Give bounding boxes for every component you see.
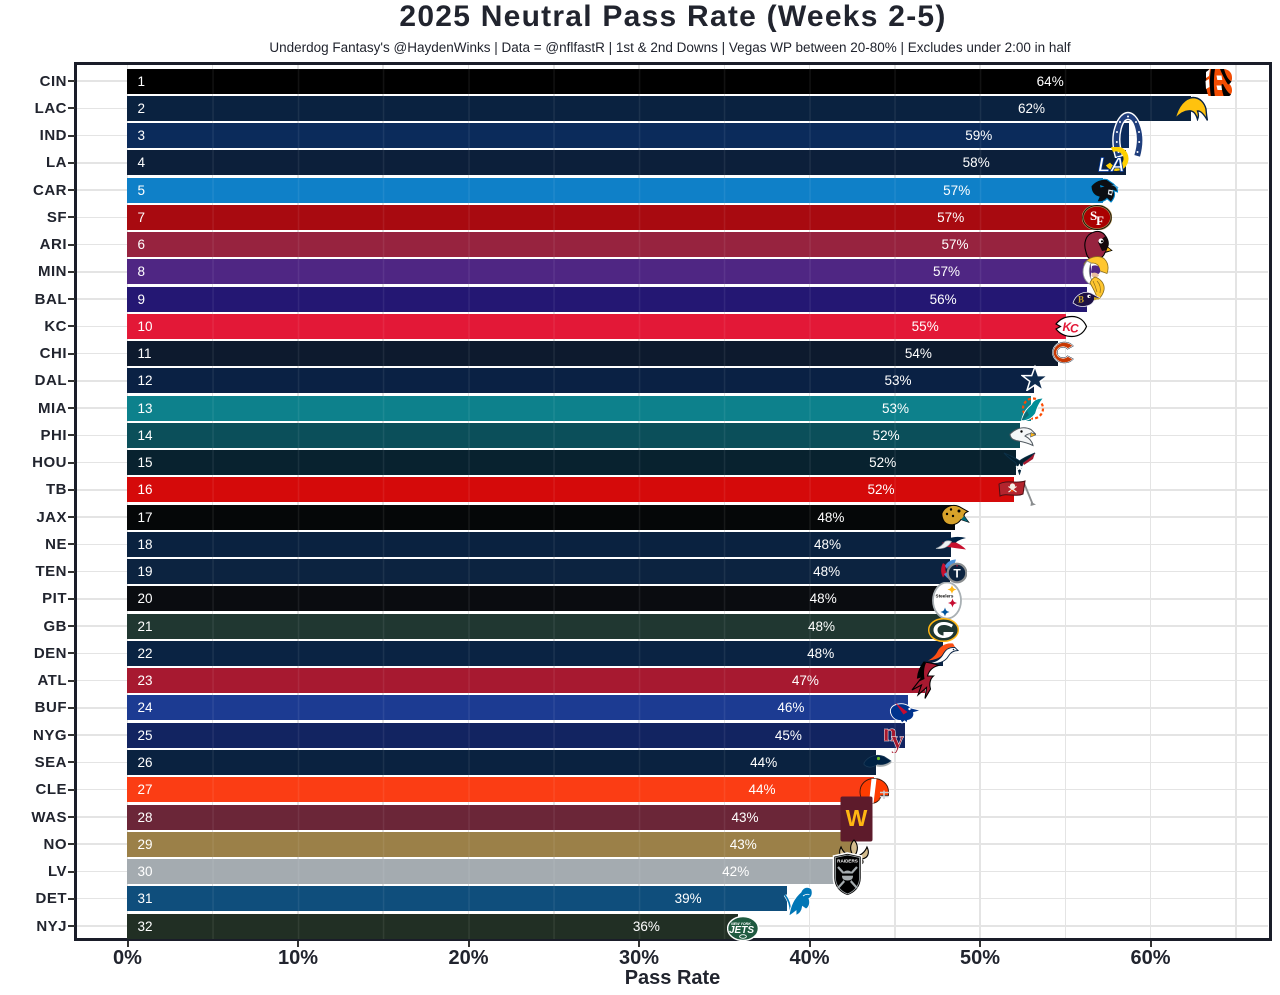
svg-text:Steelers: Steelers	[936, 593, 954, 598]
svg-text:NEW YORK: NEW YORK	[731, 922, 751, 926]
svg-text:C: C	[1070, 322, 1079, 336]
svg-text:LA: LA	[1098, 155, 1125, 177]
svg-text:RAIDERS: RAIDERS	[837, 859, 858, 864]
svg-text:F: F	[1096, 213, 1104, 228]
svg-text:S: S	[1090, 208, 1097, 223]
svg-text:W: W	[846, 805, 868, 831]
svg-text:T: T	[953, 566, 961, 580]
svg-text:JETS: JETS	[729, 925, 754, 936]
svg-text:B: B	[1078, 295, 1084, 305]
svg-text:n: n	[884, 722, 898, 747]
svg-text:y: y	[891, 725, 904, 753]
svg-text:K: K	[1062, 320, 1072, 334]
